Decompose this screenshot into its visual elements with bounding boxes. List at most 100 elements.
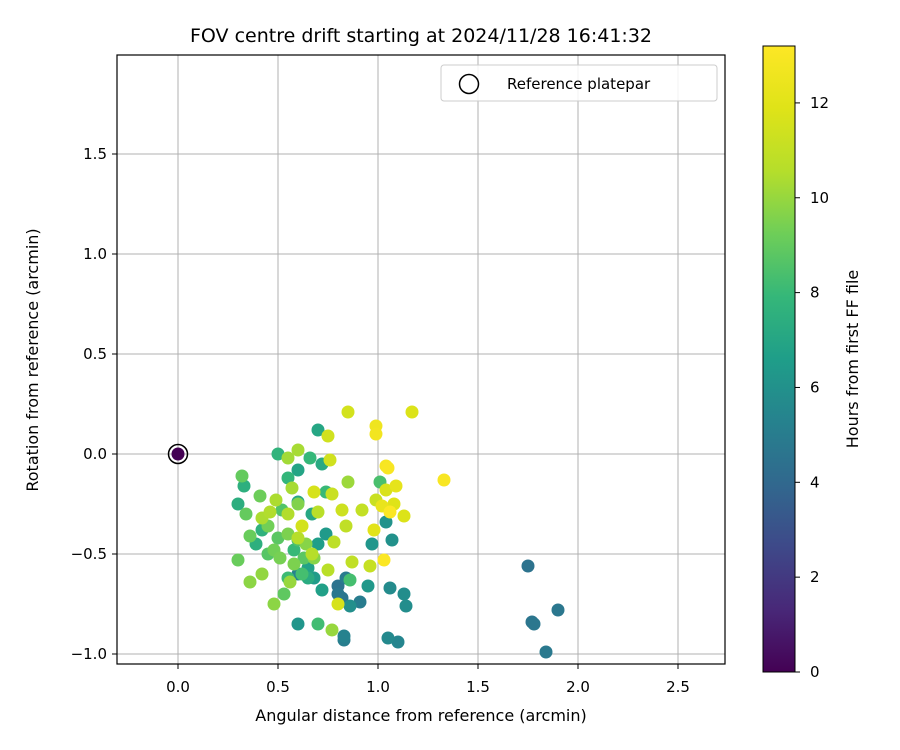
data-point — [383, 581, 397, 595]
colorbar-tick-label: 6 — [810, 378, 820, 396]
data-point — [437, 473, 451, 487]
data-point — [243, 575, 257, 589]
data-point — [287, 557, 301, 571]
data-point — [391, 635, 405, 649]
data-point — [277, 587, 291, 601]
data-point — [281, 527, 295, 541]
colorbar-ticks: 0 2 4 6 8 10 12 — [795, 94, 829, 681]
data-point — [551, 603, 565, 617]
data-point — [305, 547, 319, 561]
data-point — [385, 533, 399, 547]
data-point — [341, 405, 355, 419]
colorbar-tick-label: 0 — [810, 663, 820, 681]
data-point — [291, 497, 305, 511]
data-point — [343, 599, 357, 613]
x-tick-label: 1.5 — [466, 678, 490, 696]
data-point — [231, 553, 245, 567]
data-point — [239, 507, 253, 521]
y-axis-label: Rotation from reference (arcmin) — [23, 228, 42, 491]
data-point — [379, 483, 393, 497]
data-point — [281, 471, 295, 485]
legend-label: Reference platepar — [507, 75, 651, 93]
data-point — [285, 481, 299, 495]
data-point — [291, 531, 305, 545]
legend: Reference platepar — [440, 64, 718, 102]
data-point — [399, 599, 413, 613]
data-point — [383, 505, 397, 519]
data-point — [311, 423, 325, 437]
data-point — [307, 485, 321, 499]
data-point — [263, 505, 277, 519]
data-point — [283, 575, 297, 589]
data-point — [291, 443, 305, 457]
data-point — [405, 405, 419, 419]
data-point — [377, 553, 391, 567]
data-point — [253, 489, 267, 503]
data-point — [323, 453, 337, 467]
data-point — [321, 563, 335, 577]
data-point — [361, 579, 375, 593]
data-point — [363, 559, 377, 573]
data-point — [273, 551, 287, 565]
data-point — [331, 597, 345, 611]
data-point — [243, 529, 257, 543]
data-point — [539, 645, 553, 659]
x-tick-label: 0.5 — [266, 678, 290, 696]
data-point — [281, 451, 295, 465]
y-tick-label: 0.0 — [83, 445, 107, 463]
colorbar-label: Hours from first FF file — [843, 270, 862, 449]
data-point — [291, 617, 305, 631]
y-tick-label: −0.5 — [71, 545, 107, 563]
chart-title: FOV centre drift starting at 2024/11/28 … — [190, 25, 652, 47]
data-point — [235, 469, 249, 483]
data-point — [311, 505, 325, 519]
data-point — [237, 479, 251, 493]
data-point — [365, 537, 379, 551]
data-point — [325, 623, 339, 637]
reference-point-ring — [167, 443, 189, 465]
data-point — [335, 503, 349, 517]
x-tick-label: 1.0 — [366, 678, 390, 696]
data-point — [269, 493, 283, 507]
data-point — [379, 515, 393, 529]
data-point — [527, 617, 541, 631]
data-point — [281, 507, 295, 521]
legend-box — [440, 64, 718, 102]
x-tick-label: 2.0 — [566, 678, 590, 696]
data-point — [319, 527, 333, 541]
data-point — [337, 629, 351, 643]
data-point — [295, 567, 309, 581]
x-tick-label: 2.5 — [666, 678, 690, 696]
y-tick-label: 1.5 — [83, 145, 107, 163]
colorbar-tick-label: 10 — [810, 189, 829, 207]
y-tick-label: 1.0 — [83, 245, 107, 263]
data-point — [343, 573, 357, 587]
axes: 0.0 0.5 1.0 1.5 2.0 2.5 −1.0 −0.5 0.0 0.5 1.0 1.5 — [71, 145, 690, 696]
y-tick-label: −1.0 — [71, 645, 107, 663]
data-point — [267, 597, 281, 611]
data-point — [381, 631, 395, 645]
data-point — [311, 537, 325, 551]
data-point — [389, 479, 403, 493]
colorbar: 0 2 4 6 8 10 12 Hours from first FF file — [762, 45, 862, 681]
data-point — [345, 555, 359, 569]
reference-point — [171, 447, 185, 461]
data-point — [255, 567, 269, 581]
data-point — [287, 543, 301, 557]
plot-frame — [116, 54, 726, 665]
data-point — [315, 583, 329, 597]
data-point — [369, 427, 383, 441]
data-points — [167, 405, 565, 659]
data-point — [311, 617, 325, 631]
x-axis-label: Angular distance from reference (arcmin) — [255, 706, 586, 725]
colorbar-tick-label: 8 — [810, 284, 820, 302]
data-point — [367, 523, 381, 537]
colorbar-tick-label: 12 — [810, 94, 829, 112]
y-tick-label: 0.5 — [83, 345, 107, 363]
colorbar-tick-label: 2 — [810, 568, 820, 586]
data-point — [291, 463, 305, 477]
reference-marker-icon — [458, 73, 480, 95]
data-point — [321, 429, 335, 443]
grid — [117, 55, 725, 664]
